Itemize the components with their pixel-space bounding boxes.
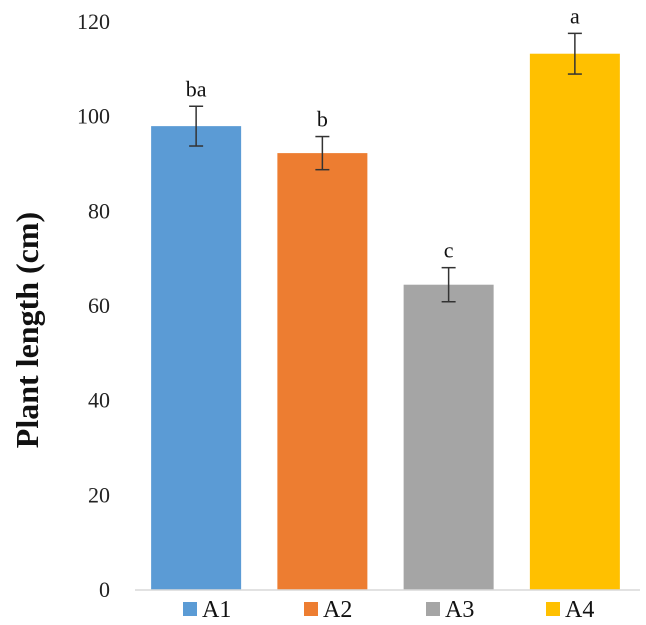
- bar-a1: [151, 126, 242, 590]
- y-tick-label: 20: [88, 482, 110, 507]
- y-tick-label: 120: [77, 9, 110, 34]
- bar-a4: [529, 53, 620, 591]
- significance-label-a1: ba: [186, 76, 207, 101]
- legend-item-a4: A4: [546, 597, 594, 623]
- y-tick-label: 40: [88, 388, 110, 413]
- legend-label: A1: [202, 597, 231, 623]
- significance-label-a4: a: [570, 3, 580, 28]
- legend-label: A2: [323, 597, 352, 623]
- bars: [151, 53, 620, 591]
- error-bars: [189, 32, 582, 303]
- legend-item-a2: A2: [304, 597, 352, 623]
- y-axis-ticks: 0 20 40 60 80 100 120: [77, 9, 110, 602]
- significance-labels: ba b c a: [186, 3, 580, 262]
- significance-label-a3: c: [444, 238, 454, 263]
- bar-a3: [403, 284, 494, 590]
- legend-label: A3: [445, 597, 474, 623]
- y-tick-label: 80: [88, 198, 110, 223]
- legend-item-a3: A3: [426, 597, 474, 623]
- y-tick-label: 60: [88, 293, 110, 318]
- legend-swatch: [426, 602, 440, 616]
- y-tick-label: 100: [77, 104, 110, 129]
- error-bar-a3: [441, 266, 456, 303]
- legend-swatch: [183, 602, 197, 616]
- error-bar-a4: [567, 32, 582, 75]
- y-axis-title: Plant length (cm): [9, 212, 45, 448]
- legend-label: A4: [565, 597, 594, 623]
- error-bar-a2: [315, 135, 330, 171]
- bar-a2: [277, 153, 368, 590]
- legend-item-a1: A1: [183, 597, 231, 623]
- significance-label-a2: b: [317, 107, 328, 132]
- legend: A1 A2 A3 A4: [183, 597, 594, 623]
- error-bar-a1: [189, 105, 204, 147]
- y-tick-label: 0: [99, 577, 110, 602]
- legend-swatch: [304, 602, 318, 616]
- legend-swatch: [546, 602, 560, 616]
